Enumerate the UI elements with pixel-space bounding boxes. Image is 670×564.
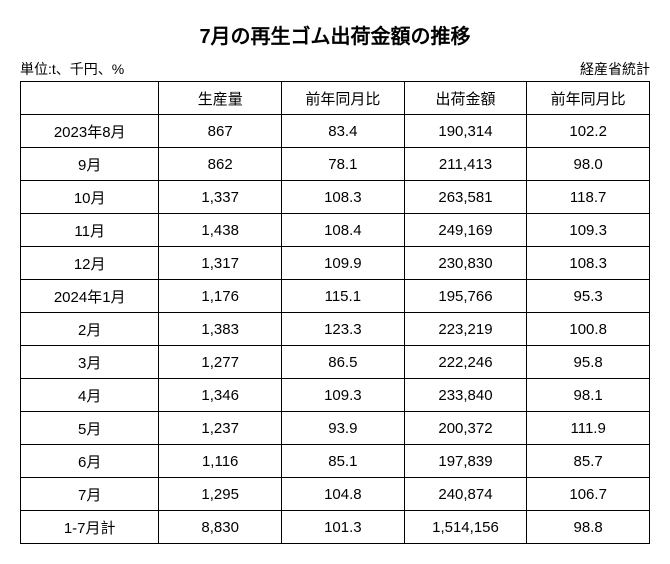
value-cell: 1,346 (159, 379, 282, 412)
table-row: 10月1,337108.3263,581118.7 (21, 181, 650, 214)
source-label: 経産省統計 (580, 59, 650, 79)
value-cell: 223,219 (404, 313, 527, 346)
value-cell: 249,169 (404, 214, 527, 247)
table-row: 4月1,346109.3233,84098.1 (21, 379, 650, 412)
period-cell: 2023年8月 (21, 115, 159, 148)
value-cell: 1,237 (159, 412, 282, 445)
period-cell: 5月 (21, 412, 159, 445)
meta-row: 単位:t、千円、% 経産省統計 (20, 59, 650, 79)
value-cell: 115.1 (282, 280, 405, 313)
value-cell: 78.1 (282, 148, 405, 181)
table-row: 12月1,317109.9230,830108.3 (21, 247, 650, 280)
table-row: 9月86278.1211,41398.0 (21, 148, 650, 181)
value-cell: 230,830 (404, 247, 527, 280)
value-cell: 1,277 (159, 346, 282, 379)
value-cell: 211,413 (404, 148, 527, 181)
value-cell: 1,176 (159, 280, 282, 313)
value-cell: 263,581 (404, 181, 527, 214)
value-cell: 98.1 (527, 379, 650, 412)
table-row: 1-7月計8,830101.31,514,15698.8 (21, 511, 650, 544)
value-cell: 862 (159, 148, 282, 181)
table-row: 6月1,11685.1197,83985.7 (21, 445, 650, 478)
value-cell: 86.5 (282, 346, 405, 379)
period-cell: 4月 (21, 379, 159, 412)
value-cell: 102.2 (527, 115, 650, 148)
unit-label: 単位:t、千円、% (20, 59, 124, 79)
col-production: 生産量 (159, 82, 282, 115)
table-row: 2023年8月86783.4190,314102.2 (21, 115, 650, 148)
value-cell: 85.1 (282, 445, 405, 478)
value-cell: 93.9 (282, 412, 405, 445)
period-cell: 7月 (21, 478, 159, 511)
value-cell: 190,314 (404, 115, 527, 148)
col-period (21, 82, 159, 115)
value-cell: 109.3 (282, 379, 405, 412)
col-yoy-ship: 前年同月比 (527, 82, 650, 115)
value-cell: 8,830 (159, 511, 282, 544)
value-cell: 1,383 (159, 313, 282, 346)
period-cell: 3月 (21, 346, 159, 379)
value-cell: 104.8 (282, 478, 405, 511)
period-cell: 9月 (21, 148, 159, 181)
value-cell: 111.9 (527, 412, 650, 445)
period-cell: 10月 (21, 181, 159, 214)
value-cell: 118.7 (527, 181, 650, 214)
value-cell: 106.7 (527, 478, 650, 511)
period-cell: 11月 (21, 214, 159, 247)
value-cell: 1,317 (159, 247, 282, 280)
value-cell: 1,337 (159, 181, 282, 214)
table-row: 2024年1月1,176115.1195,76695.3 (21, 280, 650, 313)
value-cell: 123.3 (282, 313, 405, 346)
table-header-row: 生産量 前年同月比 出荷金額 前年同月比 (21, 82, 650, 115)
period-cell: 2024年1月 (21, 280, 159, 313)
value-cell: 95.3 (527, 280, 650, 313)
value-cell: 197,839 (404, 445, 527, 478)
value-cell: 1,438 (159, 214, 282, 247)
value-cell: 98.0 (527, 148, 650, 181)
value-cell: 108.4 (282, 214, 405, 247)
value-cell: 195,766 (404, 280, 527, 313)
value-cell: 98.8 (527, 511, 650, 544)
value-cell: 95.8 (527, 346, 650, 379)
value-cell: 108.3 (282, 181, 405, 214)
col-shipment: 出荷金額 (404, 82, 527, 115)
value-cell: 100.8 (527, 313, 650, 346)
table-row: 2月1,383123.3223,219100.8 (21, 313, 650, 346)
value-cell: 1,514,156 (404, 511, 527, 544)
period-cell: 6月 (21, 445, 159, 478)
value-cell: 101.3 (282, 511, 405, 544)
value-cell: 240,874 (404, 478, 527, 511)
period-cell: 12月 (21, 247, 159, 280)
value-cell: 867 (159, 115, 282, 148)
page-title: 7月の再生ゴム出荷金額の推移 (20, 20, 650, 49)
data-table: 生産量 前年同月比 出荷金額 前年同月比 2023年8月86783.4190,3… (20, 81, 650, 544)
value-cell: 222,246 (404, 346, 527, 379)
value-cell: 109.3 (527, 214, 650, 247)
period-cell: 1-7月計 (21, 511, 159, 544)
value-cell: 200,372 (404, 412, 527, 445)
table-row: 5月1,23793.9200,372111.9 (21, 412, 650, 445)
period-cell: 2月 (21, 313, 159, 346)
value-cell: 109.9 (282, 247, 405, 280)
value-cell: 108.3 (527, 247, 650, 280)
value-cell: 1,295 (159, 478, 282, 511)
table-row: 7月1,295104.8240,874106.7 (21, 478, 650, 511)
table-row: 11月1,438108.4249,169109.3 (21, 214, 650, 247)
value-cell: 1,116 (159, 445, 282, 478)
col-yoy-prod: 前年同月比 (282, 82, 405, 115)
value-cell: 85.7 (527, 445, 650, 478)
table-row: 3月1,27786.5222,24695.8 (21, 346, 650, 379)
value-cell: 233,840 (404, 379, 527, 412)
table-body: 2023年8月86783.4190,314102.29月86278.1211,4… (21, 115, 650, 544)
value-cell: 83.4 (282, 115, 405, 148)
